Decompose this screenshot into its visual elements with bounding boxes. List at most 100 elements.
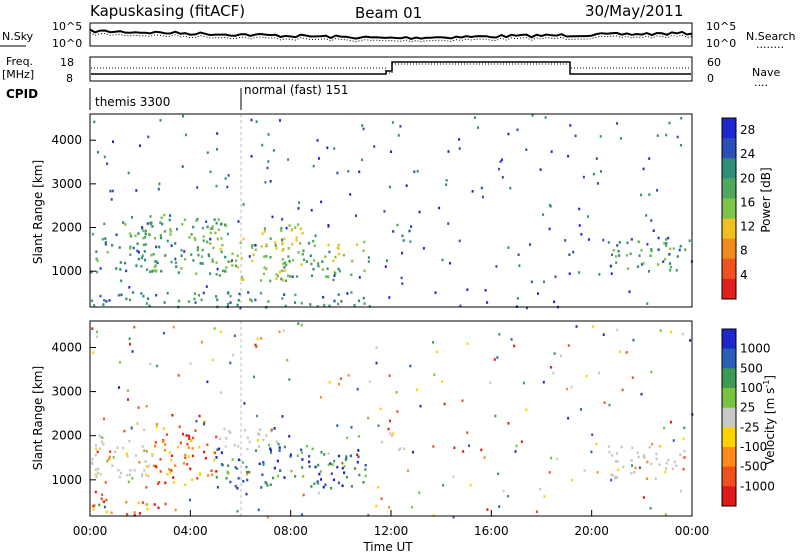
range-time-cell (119, 261, 122, 264)
range-time-cell (188, 437, 191, 440)
range-time-cell (328, 250, 331, 254)
range-time-cell (191, 447, 194, 450)
range-time-cell (498, 167, 501, 171)
range-time-cell (225, 476, 228, 480)
range-time-cell (210, 469, 213, 473)
colorbar-frame (721, 328, 737, 507)
range-time-cell (111, 189, 114, 193)
range-time-cell (114, 450, 117, 454)
range-time-cell (105, 300, 108, 303)
range-time-cell (603, 401, 606, 404)
range-time-cell (458, 147, 461, 150)
range-time-cell (318, 157, 320, 160)
range-time-cell (634, 466, 637, 470)
range-time-cell (205, 285, 208, 288)
range-time-cell (295, 239, 298, 242)
range-time-cell (256, 414, 259, 418)
range-time-cell (163, 213, 166, 217)
colorbar-swatch (722, 258, 736, 280)
range-time-cell (172, 325, 175, 329)
range-time-cell (234, 466, 237, 469)
range-time-cell (675, 269, 678, 272)
range-time-cell (579, 408, 582, 411)
range-time-cell (289, 455, 292, 458)
range-time-cell (610, 473, 613, 476)
range-time-cell (499, 160, 502, 163)
range-time-cell (316, 139, 319, 142)
range-time-cell (327, 463, 330, 466)
range-time-cell (363, 240, 366, 244)
range-time-cell (215, 475, 218, 479)
range-time-cell (219, 391, 222, 394)
range-time-cell (190, 233, 193, 236)
range-time-cell (115, 267, 118, 270)
range-time-cell (209, 237, 212, 241)
range-time-cell (361, 124, 364, 127)
range-time-cell (151, 225, 154, 228)
range-time-cell (91, 327, 94, 330)
range-time-cell (127, 398, 129, 401)
range-time-cell (265, 434, 268, 437)
range-time-cell (609, 264, 612, 268)
range-time-cell (377, 424, 380, 427)
range-time-cell (640, 193, 643, 197)
range-time-cell (466, 288, 469, 291)
range-time-cell (163, 229, 167, 233)
range-time-cell (118, 475, 121, 479)
range-time-cell (327, 243, 330, 247)
range-time-cell (383, 210, 386, 213)
range-time-cell (94, 453, 97, 457)
range-time-cell (211, 258, 214, 261)
colorbar-swatch (722, 238, 736, 260)
range-time-cell (153, 265, 156, 268)
range-time-cell (191, 454, 194, 458)
range-time-cell (177, 271, 180, 274)
range-time-cell (175, 265, 178, 268)
range-time-cell (209, 242, 212, 245)
nave-tick-low: 0 (707, 72, 714, 85)
range-time-cell (170, 260, 173, 264)
range-time-cell (278, 449, 281, 452)
range-time-cell (220, 451, 223, 454)
range-time-cell (203, 450, 206, 454)
range-time-cell (162, 440, 165, 443)
range-time-cell (302, 493, 305, 497)
range-time-cell (137, 232, 140, 235)
range-time-cell (325, 275, 328, 278)
range-time-cell (672, 439, 675, 442)
range-time-cell (273, 427, 276, 430)
range-time-cell (256, 432, 260, 436)
range-time-cell (164, 443, 167, 446)
range-time-cell (438, 206, 441, 210)
range-time-cell (213, 458, 216, 462)
range-time-cell (246, 447, 249, 451)
range-time-cell (592, 172, 595, 176)
range-time-cell (300, 323, 303, 327)
range-time-cell (112, 140, 114, 143)
range-time-cell (120, 471, 123, 475)
range-time-cell (313, 259, 316, 262)
range-time-cell (205, 220, 208, 223)
range-time-cell (250, 155, 253, 158)
range-time-cell (248, 255, 251, 258)
range-time-cell (384, 265, 387, 268)
range-time-cell (140, 472, 144, 476)
range-time-cell (184, 483, 187, 487)
range-time-cell (347, 374, 350, 377)
range-time-cell (622, 465, 625, 469)
range-time-cell (373, 145, 376, 148)
range-time-cell (240, 278, 243, 281)
range-time-cell (164, 502, 167, 506)
range-time-cell (209, 170, 212, 174)
range-time-cell (269, 180, 272, 183)
range-time-cell (673, 460, 676, 464)
range-time-cell (544, 116, 547, 119)
range-time-cell (137, 257, 140, 261)
range-time-cell (254, 248, 257, 252)
range-time-cell (275, 273, 278, 276)
range-time-cell (194, 429, 197, 432)
range-time-cell (215, 221, 218, 225)
range-time-cell (260, 486, 263, 489)
range-time-cell (645, 477, 649, 480)
